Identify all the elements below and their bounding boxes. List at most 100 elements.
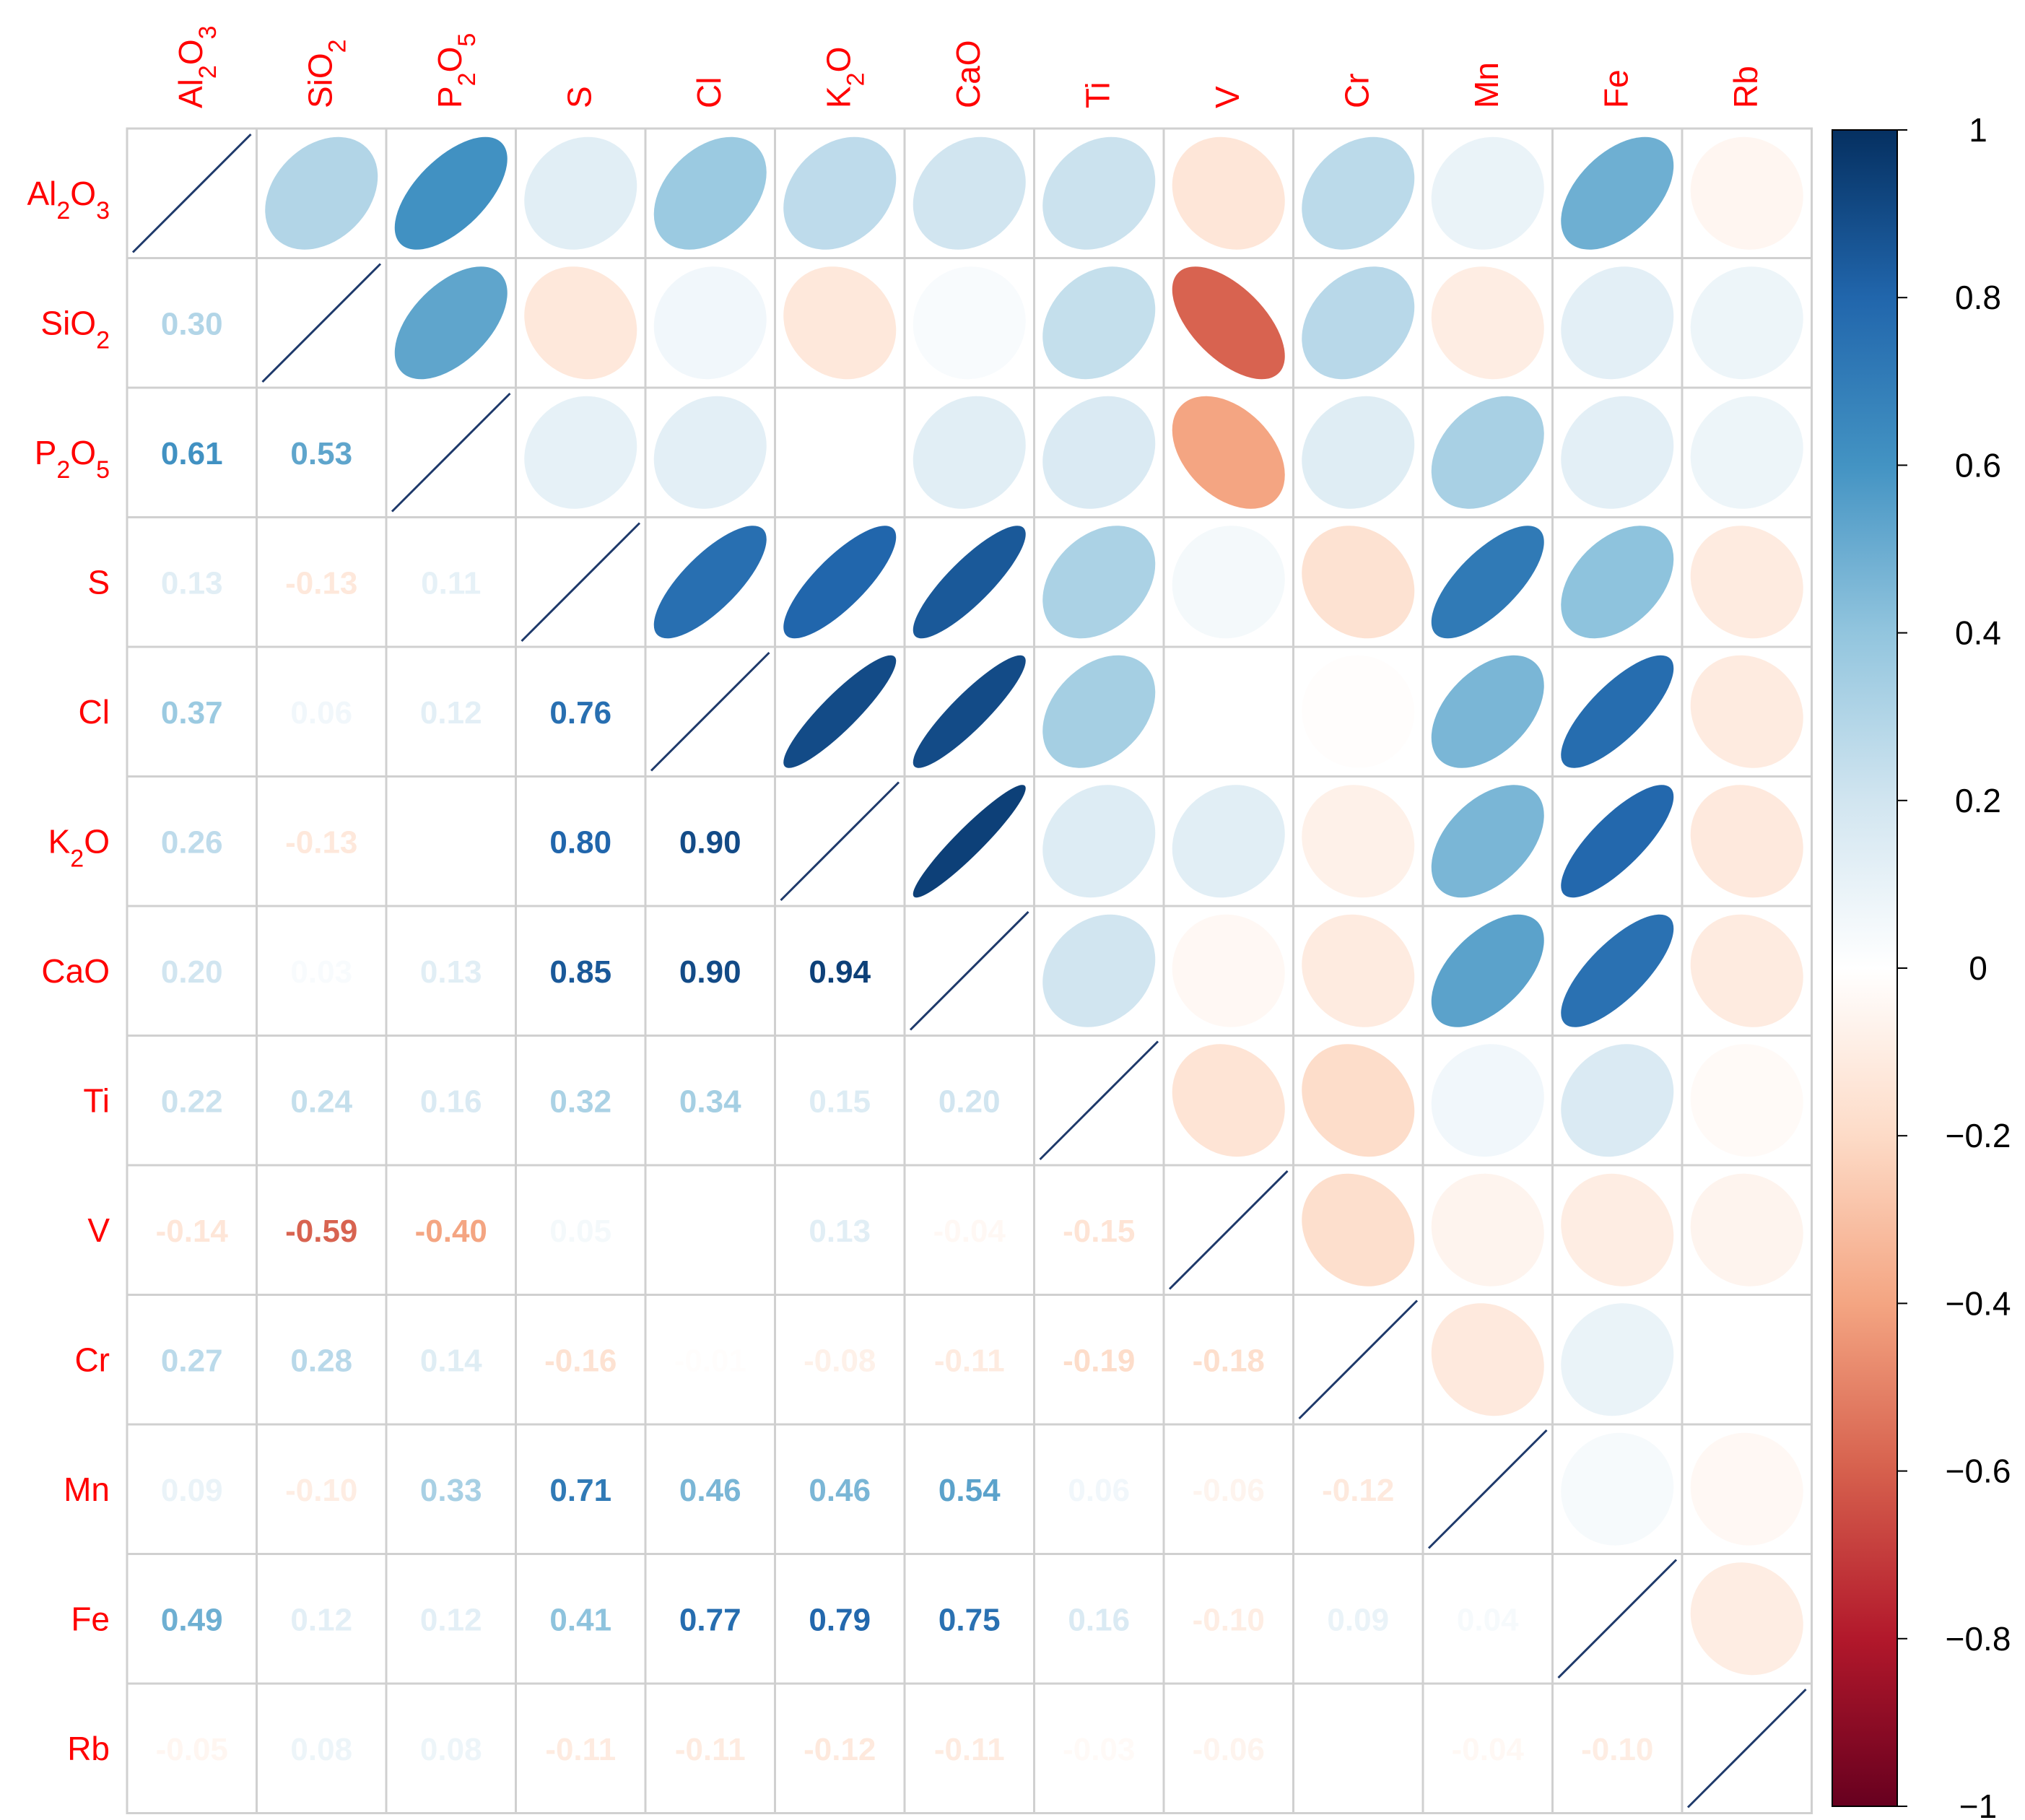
ellipse-k2o-v [1172, 785, 1285, 898]
column-label-al2o3: Al2O3 [172, 25, 222, 108]
row-label-al2o3: Al2O3 [27, 175, 110, 225]
row-label-fe: Fe [71, 1600, 110, 1637]
ellipse-ti-v [1172, 1044, 1285, 1157]
ellipse-ti-cr [1302, 1044, 1415, 1157]
value-fe-sio2: 0.12 [290, 1602, 352, 1637]
ellipse-s-v [1172, 526, 1285, 639]
ellipse-s-cl [653, 526, 767, 639]
value-v-cl: 0.00 [679, 1214, 741, 1249]
legend-tick-label-6: −0.2 [1946, 1117, 2011, 1154]
column-label-sio2: SiO2 [301, 39, 351, 108]
legend-tick-label-10: −1 [1959, 1788, 1997, 1820]
row-label-k2o: K2O [48, 822, 110, 872]
legend-tick-label-9: −0.8 [1946, 1620, 2011, 1658]
value-k2o-al2o3: 0.26 [161, 824, 223, 860]
diagonal-line-p2o5 [391, 392, 511, 513]
value-p2o5-al2o3: 0.61 [161, 436, 223, 471]
ellipse-sio2-k2o [783, 266, 897, 380]
value-v-sio2: -0.59 [285, 1214, 357, 1249]
value-rb-cao: -0.11 [934, 1732, 1005, 1767]
value-cl-al2o3: 0.37 [161, 695, 223, 731]
ellipse-p2o5-mn [1431, 396, 1544, 509]
ellipse-p2o5-rb [1690, 396, 1803, 509]
value-v-al2o3: -0.14 [156, 1214, 229, 1249]
value-cr-cl: -0.01 [674, 1343, 746, 1378]
value-v-s: 0.05 [549, 1214, 611, 1249]
diagonal-line-mn [1427, 1429, 1548, 1549]
ellipse-p2o5-v [1172, 396, 1285, 509]
value-ti-s: 0.32 [549, 1084, 611, 1119]
value-fe-cr: 0.09 [1327, 1602, 1389, 1637]
diagonal-line-rb [1686, 1688, 1807, 1808]
ellipse-v-cr [1302, 1173, 1415, 1286]
ellipse-cao-ti [1042, 914, 1156, 1027]
legend-tick-label-4: 0.2 [1955, 782, 2001, 819]
ellipse-cl-fe [1561, 655, 1674, 768]
ellipse-sio2-ti [1042, 266, 1156, 380]
value-mn-ti: 0.06 [1068, 1473, 1130, 1508]
value-ti-k2o: 0.15 [809, 1084, 871, 1119]
value-ti-sio2: 0.24 [290, 1084, 352, 1119]
value-fe-v: -0.10 [1193, 1602, 1265, 1637]
value-rb-s: -0.11 [545, 1732, 616, 1767]
ellipse-s-cr [1302, 526, 1415, 639]
value-ti-cao: 0.20 [939, 1084, 1001, 1119]
row-label-mn: Mn [64, 1471, 110, 1508]
value-mn-p2o5: 0.33 [420, 1473, 482, 1508]
ellipse-p2o5-cao [913, 396, 1026, 509]
matrix-grid [126, 127, 1813, 1814]
value-mn-k2o: 0.46 [809, 1473, 871, 1508]
value-cao-k2o: 0.94 [809, 954, 871, 990]
value-k2o-sio2: -0.13 [285, 824, 357, 860]
value-mn-cr: -0.12 [1322, 1473, 1394, 1508]
value-fe-p2o5: 0.12 [420, 1602, 482, 1637]
ellipse-cl-v [1172, 655, 1285, 768]
ellipse-p2o5-cr [1302, 396, 1415, 509]
ellipse-cl-cr [1302, 655, 1415, 768]
ellipse-s-rb [1690, 526, 1803, 639]
value-rb-p2o5: 0.08 [420, 1732, 482, 1767]
value-cr-k2o: -0.08 [804, 1343, 876, 1378]
ellipse-sio2-cr [1302, 266, 1415, 380]
row-labels: Al2O3 SiO2 P2O5 S Cl K2O CaO Ti V Cr Mn Fe Rb [27, 175, 110, 1767]
ellipse-cao-v [1172, 914, 1285, 1027]
value-cl-p2o5: 0.12 [420, 695, 482, 731]
value-v-ti: -0.15 [1063, 1214, 1135, 1249]
value-cr-p2o5: 0.14 [420, 1343, 482, 1378]
ellipse-s-fe [1561, 526, 1674, 639]
row-label-sio2: SiO2 [40, 304, 110, 354]
ellipse-cl-k2o [783, 655, 897, 768]
ellipse-cao-fe [1561, 914, 1674, 1027]
ellipse-sio2-cl [653, 266, 767, 380]
ellipse-al2o3-ti [1042, 136, 1156, 250]
legend-tick-label-7: −0.4 [1946, 1284, 2011, 1322]
ellipse-k2o-fe [1561, 785, 1674, 898]
value-v-cao: -0.04 [933, 1214, 1006, 1249]
value-s-sio2: -0.13 [285, 565, 357, 601]
value-k2o-s: 0.80 [549, 824, 611, 860]
value-cr-sio2: 0.28 [290, 1343, 352, 1378]
value-fe-cao: 0.75 [939, 1602, 1001, 1637]
column-label-mn: Mn [1468, 62, 1505, 108]
value-rb-mn: -0.04 [1452, 1732, 1525, 1767]
value-rb-al2o3: -0.05 [156, 1732, 228, 1767]
value-fe-k2o: 0.79 [809, 1602, 871, 1637]
ellipse-al2o3-v [1172, 136, 1285, 250]
ellipse-k2o-rb [1690, 785, 1803, 898]
value-cl-sio2: 0.06 [290, 695, 352, 731]
ellipse-p2o5-s [524, 396, 637, 509]
grid-cell-k2o-p2o5 [385, 775, 517, 907]
ellipse-cl-rb [1690, 655, 1803, 768]
ellipse-sio2-mn [1431, 266, 1544, 380]
value-fe-al2o3: 0.49 [161, 1602, 223, 1637]
value-mn-s: 0.71 [549, 1473, 611, 1508]
legend-tick-label-0: 1 [1969, 111, 1987, 149]
ellipse-s-cao [913, 526, 1026, 639]
column-label-rb: Rb [1727, 66, 1764, 108]
ellipse-cr-fe [1561, 1303, 1674, 1416]
ellipse-cr-mn [1431, 1303, 1544, 1416]
value-cl-s: 0.76 [549, 695, 611, 731]
ellipse-al2o3-mn [1431, 136, 1544, 250]
value-rb-cl: -0.11 [675, 1732, 746, 1767]
ellipse-v-fe [1561, 1173, 1674, 1286]
